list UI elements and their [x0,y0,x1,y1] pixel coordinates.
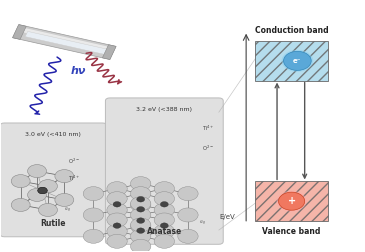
Text: Ti$^{4+}$: Ti$^{4+}$ [68,174,81,183]
Circle shape [38,187,47,194]
Circle shape [107,182,127,196]
Text: 3.0 eV (<410 nm): 3.0 eV (<410 nm) [26,132,81,137]
Text: Valence band: Valence band [262,228,321,236]
Circle shape [137,218,145,223]
Circle shape [83,208,104,222]
FancyBboxPatch shape [105,98,223,244]
Text: $t_{2g}$: $t_{2g}$ [64,205,72,214]
Circle shape [160,202,168,207]
Text: e⁻: e⁻ [293,58,301,64]
Text: E/eV: E/eV [219,214,235,220]
Circle shape [154,203,174,217]
FancyBboxPatch shape [0,123,107,237]
Circle shape [131,229,151,243]
Circle shape [107,203,127,217]
Circle shape [55,194,74,206]
Circle shape [131,239,151,252]
Text: Conduction band: Conduction band [255,25,328,35]
Circle shape [107,234,127,248]
Circle shape [113,202,121,207]
Polygon shape [12,25,26,39]
Circle shape [284,51,311,70]
Text: Ti$^{4+}$: Ti$^{4+}$ [203,124,215,133]
Circle shape [28,165,46,178]
Text: hν: hν [71,66,87,76]
Circle shape [107,213,127,227]
Circle shape [137,197,145,202]
Circle shape [281,50,313,72]
Polygon shape [22,28,114,52]
Circle shape [160,223,168,228]
Circle shape [131,218,151,232]
Bar [255,181,328,221]
Polygon shape [25,32,111,55]
Circle shape [178,187,198,201]
Circle shape [277,191,307,212]
Circle shape [11,198,30,211]
Text: Rutile: Rutile [41,219,66,228]
Circle shape [28,188,46,201]
Circle shape [107,224,127,238]
Polygon shape [13,25,116,59]
Circle shape [39,180,57,193]
Circle shape [83,187,104,201]
Circle shape [107,192,127,206]
Polygon shape [103,45,116,59]
Circle shape [39,203,57,216]
Circle shape [131,198,151,212]
Circle shape [131,219,151,233]
Circle shape [137,207,145,212]
Circle shape [131,197,151,211]
Circle shape [131,177,151,191]
Circle shape [38,187,47,194]
Circle shape [178,208,198,222]
Text: O$^{2-}$: O$^{2-}$ [68,156,80,166]
Circle shape [137,228,145,233]
Circle shape [113,223,121,228]
Text: +: + [288,196,296,206]
Circle shape [154,213,174,227]
Circle shape [178,229,198,243]
Circle shape [278,192,305,210]
Circle shape [55,170,74,183]
Circle shape [154,182,174,196]
Text: $t_{2g}$: $t_{2g}$ [199,218,206,228]
Circle shape [83,229,104,243]
Circle shape [11,175,30,188]
Circle shape [154,192,174,206]
Text: 3.2 eV (<388 nm): 3.2 eV (<388 nm) [136,107,192,112]
Bar [255,41,328,81]
Circle shape [131,208,151,222]
Circle shape [154,234,174,248]
Circle shape [154,224,174,238]
Text: Anatase: Anatase [147,227,182,236]
Circle shape [131,187,151,201]
Text: O$^{2-}$: O$^{2-}$ [203,144,215,153]
